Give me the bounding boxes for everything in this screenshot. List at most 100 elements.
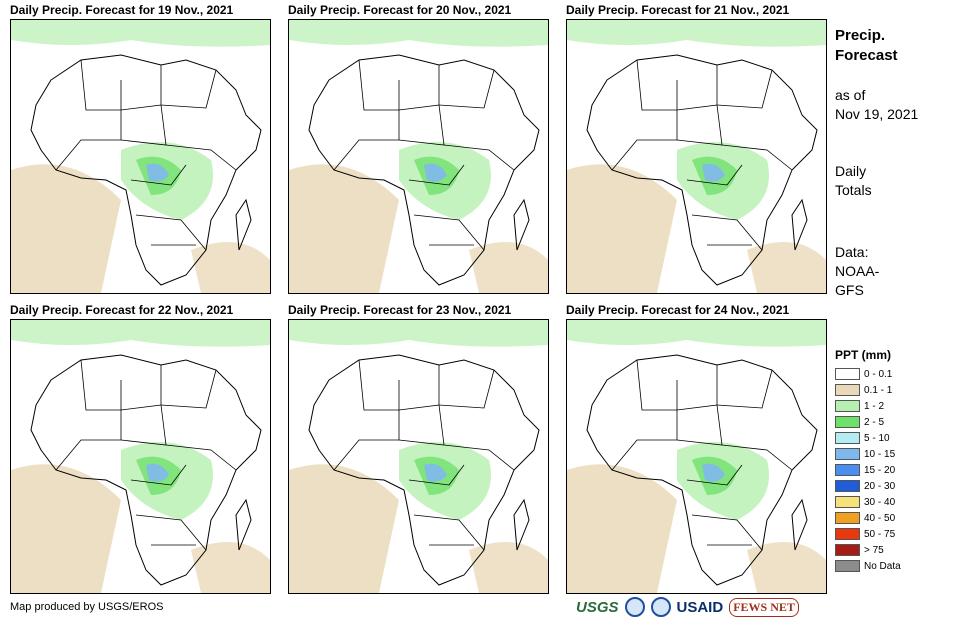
- precip-area: [747, 242, 826, 293]
- precip-area: [146, 163, 169, 182]
- country-border: [611, 410, 678, 471]
- legend-label: 10 - 15: [864, 448, 896, 460]
- country-border: [165, 444, 237, 471]
- legend-label: 5 - 10: [864, 432, 890, 444]
- legend-label: 30 - 40: [864, 496, 896, 508]
- nasa-logo: [650, 597, 671, 617]
- precip-area: [11, 164, 121, 293]
- precip-area: [146, 463, 169, 482]
- usaid-logo: USAID: [676, 598, 724, 616]
- precip-map: [288, 19, 549, 294]
- madagascar-outline: [235, 198, 252, 251]
- precip-area: [702, 463, 725, 482]
- precip-area: [11, 320, 270, 347]
- country-border: [398, 365, 440, 411]
- ppt-legend: PPT (mm) 0 - 0.1 0.1 - 1 1 - 2 2 - 5 5 - 10 1…: [835, 348, 945, 574]
- country-border: [721, 144, 793, 171]
- country-border: [676, 65, 718, 111]
- panel-title: Daily Precip. Forecast for 24 Nov., 2021: [566, 303, 790, 317]
- precip-area: [567, 20, 826, 47]
- legend-item: > 75: [835, 542, 945, 558]
- country-border: [408, 164, 465, 186]
- legend-swatch: [835, 512, 860, 524]
- legend-item: 30 - 40: [835, 494, 945, 510]
- country-border: [358, 359, 400, 411]
- precip-map: [10, 319, 271, 594]
- country-border: [333, 110, 400, 171]
- country-border: [120, 65, 162, 111]
- data-source-line1: Data:: [835, 244, 869, 260]
- as-of-value: Nov 19, 2021: [835, 106, 919, 122]
- precip-area: [289, 320, 548, 347]
- legend-item: 2 - 5: [835, 414, 945, 430]
- country-border: [55, 410, 122, 471]
- legend-label: 40 - 50: [864, 512, 896, 524]
- country-border: [686, 164, 743, 186]
- precip-area: [11, 464, 121, 593]
- precip-area: [289, 164, 399, 293]
- precip-area: [747, 542, 826, 593]
- country-border: [333, 410, 400, 471]
- country-border: [80, 59, 122, 111]
- precip-area: [702, 163, 725, 182]
- country-border: [691, 514, 763, 551]
- precip-area: [424, 163, 447, 182]
- precip-area: [191, 242, 270, 293]
- madagascar-outline: [791, 498, 808, 551]
- country-border: [676, 404, 723, 446]
- precip-area: [469, 542, 548, 593]
- legend-swatch: [835, 496, 860, 508]
- legend-swatch: [835, 528, 860, 540]
- country-border: [716, 69, 773, 109]
- sidebar-title: Precip. Forecast: [835, 26, 955, 66]
- country-border: [691, 214, 763, 251]
- country-border: [398, 404, 445, 446]
- country-border: [676, 104, 723, 146]
- legend-item: 1 - 2: [835, 398, 945, 414]
- legend-swatch: [835, 384, 860, 396]
- country-border: [55, 110, 122, 171]
- legend-item: 5 - 10: [835, 430, 945, 446]
- country-border: [636, 359, 678, 411]
- data-source: Data: NOAA- GFS: [835, 243, 955, 300]
- legend-label: 0.1 - 1: [864, 384, 893, 396]
- country-border: [413, 214, 485, 251]
- totals-line1: Daily: [835, 163, 867, 179]
- legend-item: 50 - 75: [835, 526, 945, 542]
- country-border: [408, 464, 465, 486]
- precip-map: [288, 319, 549, 594]
- precip-map: [10, 19, 271, 294]
- precip-area: [289, 464, 399, 593]
- legend-swatch: [835, 400, 860, 412]
- as-of-date: as of Nov 19, 2021: [835, 86, 955, 124]
- panel-title: Daily Precip. Forecast for 22 Nov., 2021: [10, 303, 234, 317]
- legend-swatch: [835, 464, 860, 476]
- legend-item: 40 - 50: [835, 510, 945, 526]
- country-border: [398, 65, 440, 111]
- country-border: [686, 464, 743, 486]
- country-border: [130, 464, 187, 486]
- legend-item: 15 - 20: [835, 462, 945, 478]
- precip-area: [289, 20, 548, 47]
- panel-title: Daily Precip. Forecast for 23 Nov., 2021: [288, 303, 512, 317]
- legend-swatch: [835, 544, 860, 556]
- country-border: [135, 514, 207, 551]
- country-border: [721, 444, 793, 471]
- legend-item: 0.1 - 1: [835, 382, 945, 398]
- country-border: [398, 104, 445, 146]
- country-border: [716, 369, 773, 409]
- legend-item: 0 - 0.1: [835, 366, 945, 382]
- precip-area: [567, 320, 826, 347]
- legend-swatch: [835, 432, 860, 444]
- legend-item: No Data: [835, 558, 945, 574]
- country-border: [443, 444, 515, 471]
- country-border: [80, 359, 122, 411]
- as-of-label: as of: [835, 87, 866, 103]
- legend-title: PPT (mm): [835, 348, 892, 362]
- country-border: [135, 214, 207, 251]
- data-source-line2: NOAA-: [835, 263, 880, 279]
- country-border: [676, 365, 718, 411]
- country-border: [165, 144, 237, 171]
- legend-swatch: [835, 448, 860, 460]
- data-source-line3: GFS: [835, 282, 864, 298]
